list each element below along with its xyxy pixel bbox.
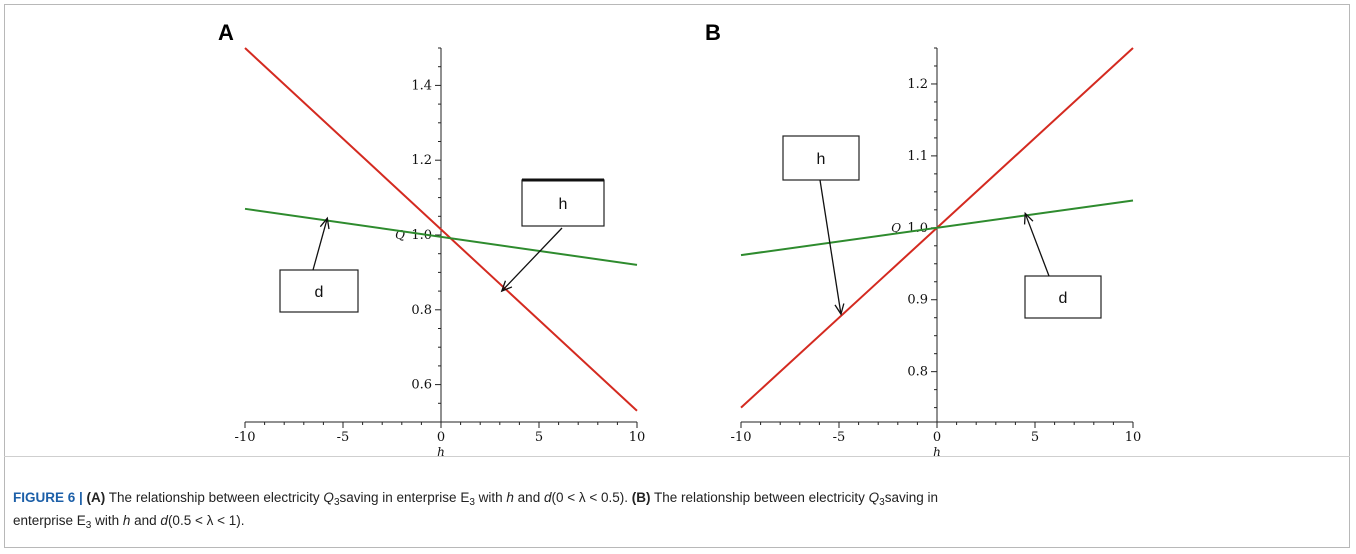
callout-arrowhead-d: [319, 216, 330, 230]
caption-q-subscript: 3: [879, 497, 885, 508]
caption-text: saving in enterprise E: [339, 490, 470, 505]
x-tick-label: 10: [629, 430, 646, 445]
y-tick-label: 0.6: [411, 378, 432, 393]
series-line-d: [740, 199, 1134, 257]
caption-range-b: (0.5 < λ < 1).: [167, 513, 245, 528]
caption-text: saving in: [884, 490, 939, 505]
caption-part-b-label: (B): [631, 490, 651, 505]
panel-label-b: B: [705, 20, 721, 45]
caption-q-symbol: Q: [868, 490, 880, 505]
y-tick-label: 1.1: [907, 149, 928, 164]
chart-b: -10 -5 0 5 10 0.8 0.9 1.0 1.1 1.2 h Qh d: [731, 47, 1142, 456]
callout-arrowhead-h: [834, 303, 845, 316]
y-tick-label: 0.8: [411, 303, 432, 318]
caption-range-a: (0 < λ < 0.5).: [551, 490, 632, 505]
callout-box-d: [279, 269, 359, 313]
caption-figure-label: FIGURE 6 |: [13, 490, 87, 505]
panel-label-a: A: [218, 20, 234, 45]
x-tick-label: -10: [731, 430, 752, 445]
series-line-h: [244, 47, 638, 412]
caption-e-subscript: 3: [85, 520, 92, 531]
caption-text: with: [474, 490, 507, 505]
y-tick-label: 1.2: [411, 153, 432, 168]
caption-text: and: [513, 490, 544, 505]
callout-arrow-h: [501, 227, 563, 292]
y-tick-label: 1.2: [907, 77, 928, 92]
x-tick-label: -5: [337, 430, 350, 445]
x-tick-label: -5: [833, 430, 846, 445]
callout-arrow-d: [1024, 213, 1050, 277]
callout-box-h: [521, 179, 605, 227]
series-line-d: [244, 207, 638, 266]
x-tick-label: 5: [1031, 430, 1039, 445]
callout-box-h: [782, 135, 860, 181]
caption-text: enterprise E: [13, 513, 86, 528]
caption-q-symbol: Q: [323, 490, 334, 505]
caption-text: and: [130, 513, 161, 528]
chart-a: -10 -5 0 5 10 0.6 0.8 1.0 1.2 1.4 h Qh d: [235, 47, 646, 456]
x-tick-label: 0: [933, 430, 941, 445]
caption-text: The relationship between electricity: [650, 490, 869, 505]
callout-label-h: h: [559, 196, 568, 213]
x-tick-label: 5: [535, 430, 543, 445]
y-tick-label: 1.0: [907, 221, 928, 236]
callout-arrowhead-h: [500, 280, 513, 293]
caption-d-symbol: d: [160, 513, 168, 528]
caption-q-subscript: 3: [333, 497, 340, 508]
callout-arrow-h: [819, 179, 842, 315]
x-axis-label: h: [437, 445, 445, 456]
callout-box-d: [1024, 275, 1102, 319]
y-tick-label: 0.9: [907, 293, 928, 308]
figure-caption: FIGURE 6 | (A) The relationship between …: [13, 486, 1333, 532]
caption-d-symbol: d: [543, 490, 552, 505]
callout-label-d: d: [1059, 290, 1068, 307]
y-tick-label: 1.4: [411, 78, 432, 93]
callout-arrow-d: [312, 217, 328, 271]
caption-divider: [4, 456, 1350, 457]
y-tick-label: 1.0: [411, 228, 432, 243]
x-tick-label: 0: [437, 430, 445, 445]
x-tick-label: -10: [235, 430, 256, 445]
x-tick-label: 10: [1125, 430, 1142, 445]
caption-part-a-label: (A): [86, 490, 106, 505]
callout-arrowhead-d: [1023, 211, 1034, 225]
callout-label-h: h: [817, 151, 826, 168]
y-axis-label: Q: [395, 228, 405, 242]
caption-e-subscript: 3: [469, 497, 475, 508]
callout-label-d: d: [315, 284, 324, 301]
caption-text: with: [91, 513, 123, 528]
y-tick-label: 0.8: [907, 365, 928, 380]
figure-frame: [4, 4, 1350, 548]
caption-text: The relationship between electricity: [105, 490, 324, 505]
caption-h-symbol: h: [122, 513, 131, 528]
y-axis-label: Q: [891, 221, 901, 235]
caption-h-symbol: h: [506, 490, 514, 505]
x-axis-label: h: [933, 445, 941, 456]
